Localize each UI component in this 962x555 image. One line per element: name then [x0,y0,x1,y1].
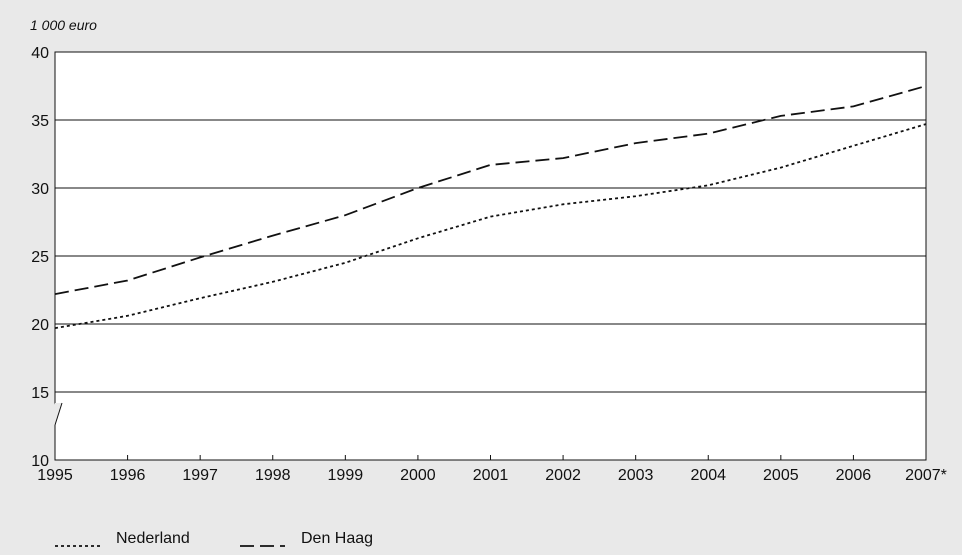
series-line-nederland [54,123,927,329]
x-tick-label: 2006 [836,467,872,484]
y-tick-label: 40 [31,45,49,62]
x-tick-label: 1996 [110,467,146,484]
y-tick-label: 35 [31,113,49,130]
legend-label: Nederland [116,530,190,547]
x-tick-labels: 1995 1996 1997 1998 1999 2000 2001 2002 2003 2004… [37,455,947,484]
legend-label: Den Haag [301,530,373,547]
axis-break-marker [48,403,62,425]
unit-label: 1 000 euro [30,17,97,33]
y-tick-label: 20 [31,317,49,334]
x-tick-label: 2004 [690,467,726,484]
x-tick-label: 1998 [255,467,291,484]
y-tick-labels: 10 15 20 25 30 35 40 [31,45,49,470]
series-line-den-haag [54,85,927,295]
y-tick-label: 10 [31,453,49,470]
x-tick-label: 1999 [328,467,364,484]
x-tick-label: 1997 [182,467,218,484]
x-tick-label: 1995 [37,467,73,484]
y-tick-label: 25 [31,249,49,266]
series-lines [54,85,927,329]
axis-break-line [54,402,63,426]
x-tick-label: 2000 [400,467,436,484]
x-tick-label: 2002 [545,467,581,484]
x-tick-label: 2003 [618,467,654,484]
x-tick-label: 2005 [763,467,799,484]
legend: Nederland Den Haag [55,530,373,547]
x-tick-label: 2007* [905,467,947,484]
gridlines [55,119,926,393]
y-tick-label: 15 [31,385,49,402]
y-tick-label: 30 [31,181,49,198]
x-tick-label: 2001 [473,467,509,484]
